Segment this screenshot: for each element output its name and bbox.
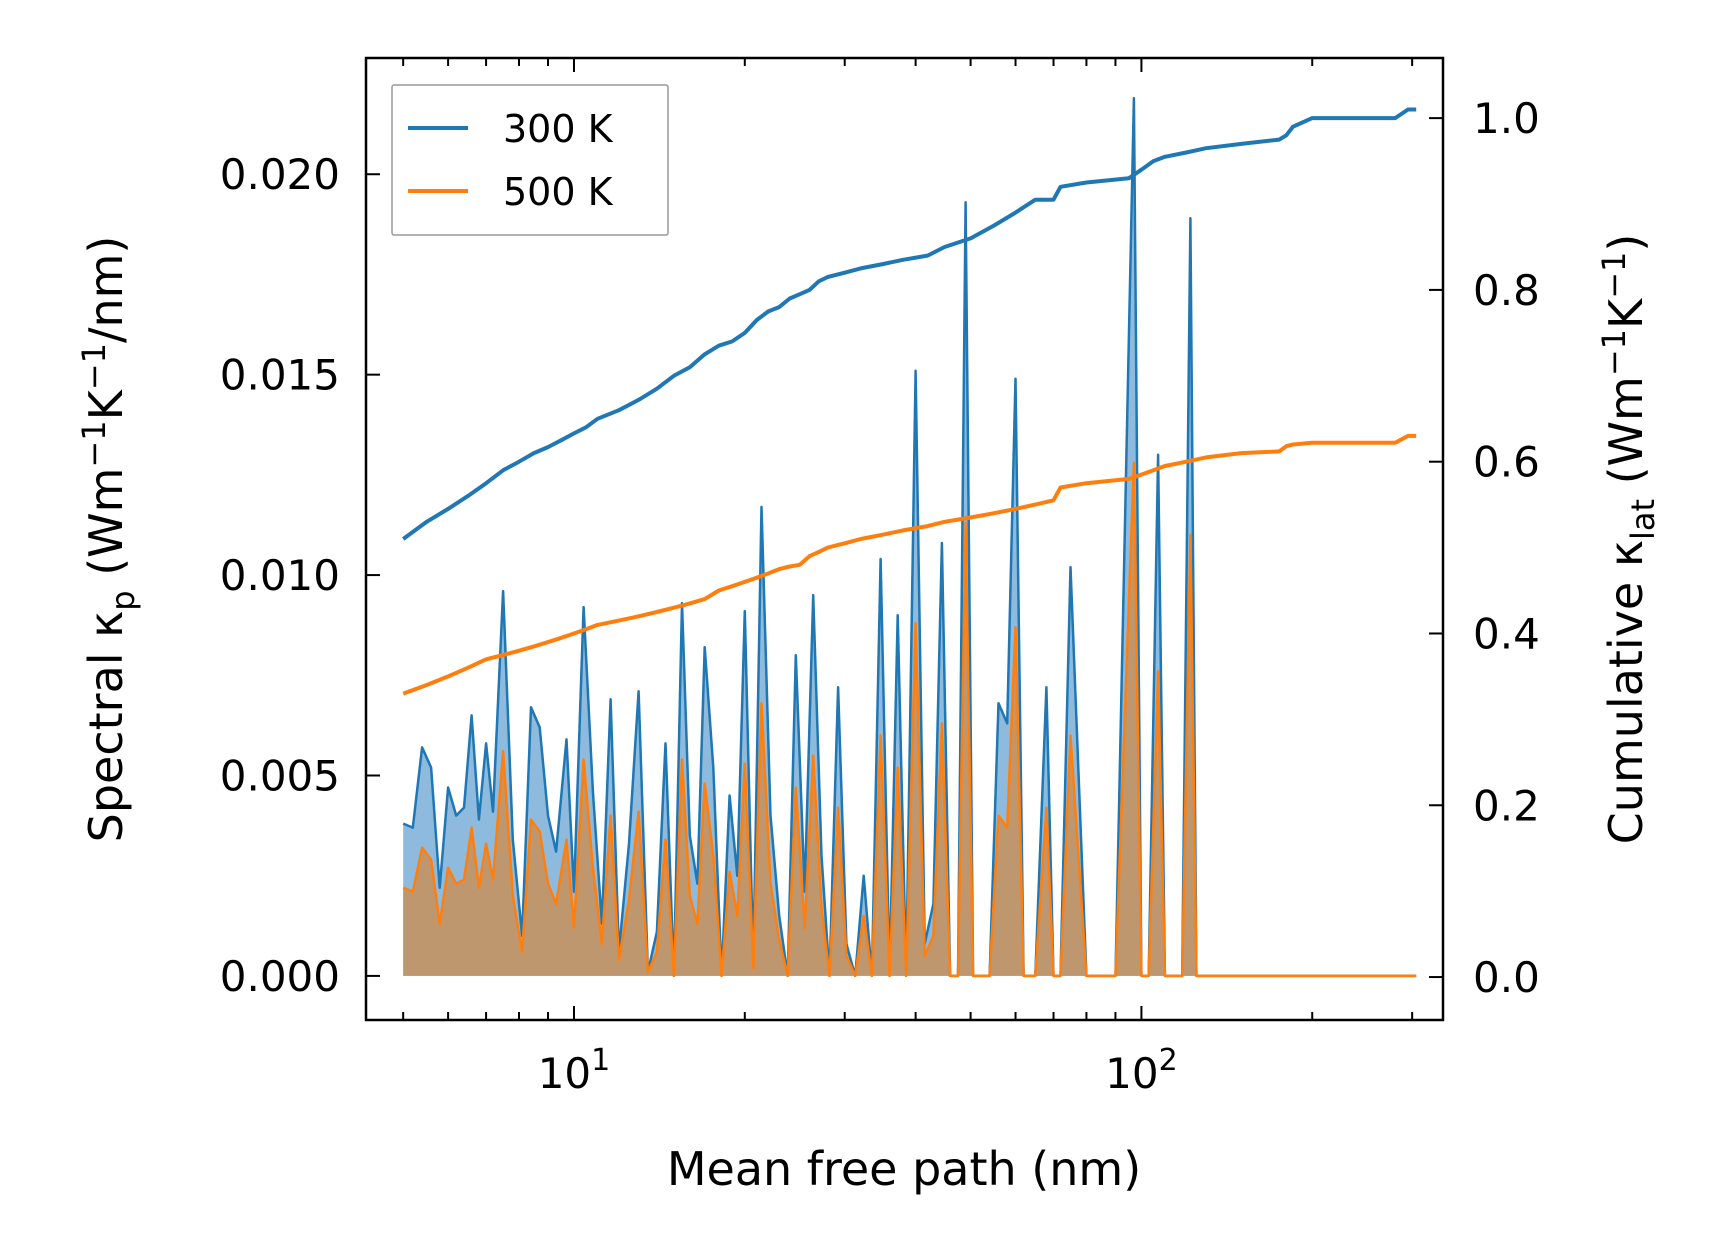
series-layer (402, 96, 1417, 978)
ylabel-left-unit-pre: (Wm (79, 468, 133, 591)
x-tick-exponent: 1 (591, 1043, 610, 1078)
y-right-tick-label: 0.0 (1473, 953, 1540, 1002)
line-spectral-500k (402, 461, 1417, 978)
y-left-tick-label: 0.000 (220, 952, 340, 1001)
ylabel-right-unit-pre: (Wm (1599, 376, 1653, 499)
legend-label-500k: 500 K (503, 170, 614, 214)
ylabel-right-sub: lat (1624, 499, 1662, 540)
ylabel-right-sup2: −1 (1595, 252, 1633, 299)
legend: 300 K 500 K (391, 84, 669, 236)
y-left-tick-label: 0.005 (220, 751, 340, 800)
ylabel-right-unit-mid: K (1599, 297, 1653, 329)
y-right-tick-label: 1.0 (1473, 94, 1540, 143)
ylabel-left-main: Spectral κ (79, 611, 133, 843)
y-left-tick-label: 0.020 (220, 150, 340, 199)
y-axis-label-right: Cumulative κlat (Wm−1K−1) (1595, 234, 1662, 845)
x-tick-base: 10 (1105, 1049, 1158, 1098)
ylabel-right-main: Cumulative κ (1599, 540, 1653, 844)
x-tick-label: 101 (538, 1043, 611, 1098)
legend-box (391, 84, 669, 236)
x-axis-label: Mean free path (nm) (667, 1142, 1141, 1196)
y-right-tick-label: 0.4 (1473, 609, 1540, 658)
x-tick-exponent: 2 (1159, 1043, 1178, 1078)
y-left-tick-label: 0.015 (220, 351, 340, 400)
ylabel-left-sub: p (104, 590, 142, 610)
ylabel-left-sup2: −1 (75, 343, 113, 390)
ylabel-right-sup1: −1 (1595, 329, 1633, 376)
plot-frame (364, 56, 1445, 1022)
ylabel-left-sup1: −1 (75, 420, 113, 467)
y-right-tick-label: 0.2 (1473, 781, 1540, 830)
line-cumulative-300k (402, 107, 1417, 541)
y-right-tick-label: 0.8 (1473, 266, 1540, 315)
ylabel-left-unit-mid: K (79, 388, 133, 420)
legend-label-300k: 300 K (503, 107, 614, 151)
ylabel-left-unit-post: /nm) (79, 236, 133, 343)
ylabel-right-unit-post: ) (1599, 234, 1653, 252)
y-axis-label-left: Spectral κp (Wm−1K−1/nm) (75, 236, 142, 843)
x-tick-label: 102 (1105, 1043, 1178, 1098)
x-tick-base: 10 (538, 1049, 591, 1098)
y-left-tick-label: 0.010 (220, 551, 340, 600)
ticks-layer: 0.000 0.005 0.010 0.015 0.020 0.0 0.2 0.4 0.6 0.8… (220, 58, 1540, 1098)
y-right-tick-label: 0.6 (1473, 438, 1540, 487)
line-cumulative-500k (402, 433, 1417, 696)
